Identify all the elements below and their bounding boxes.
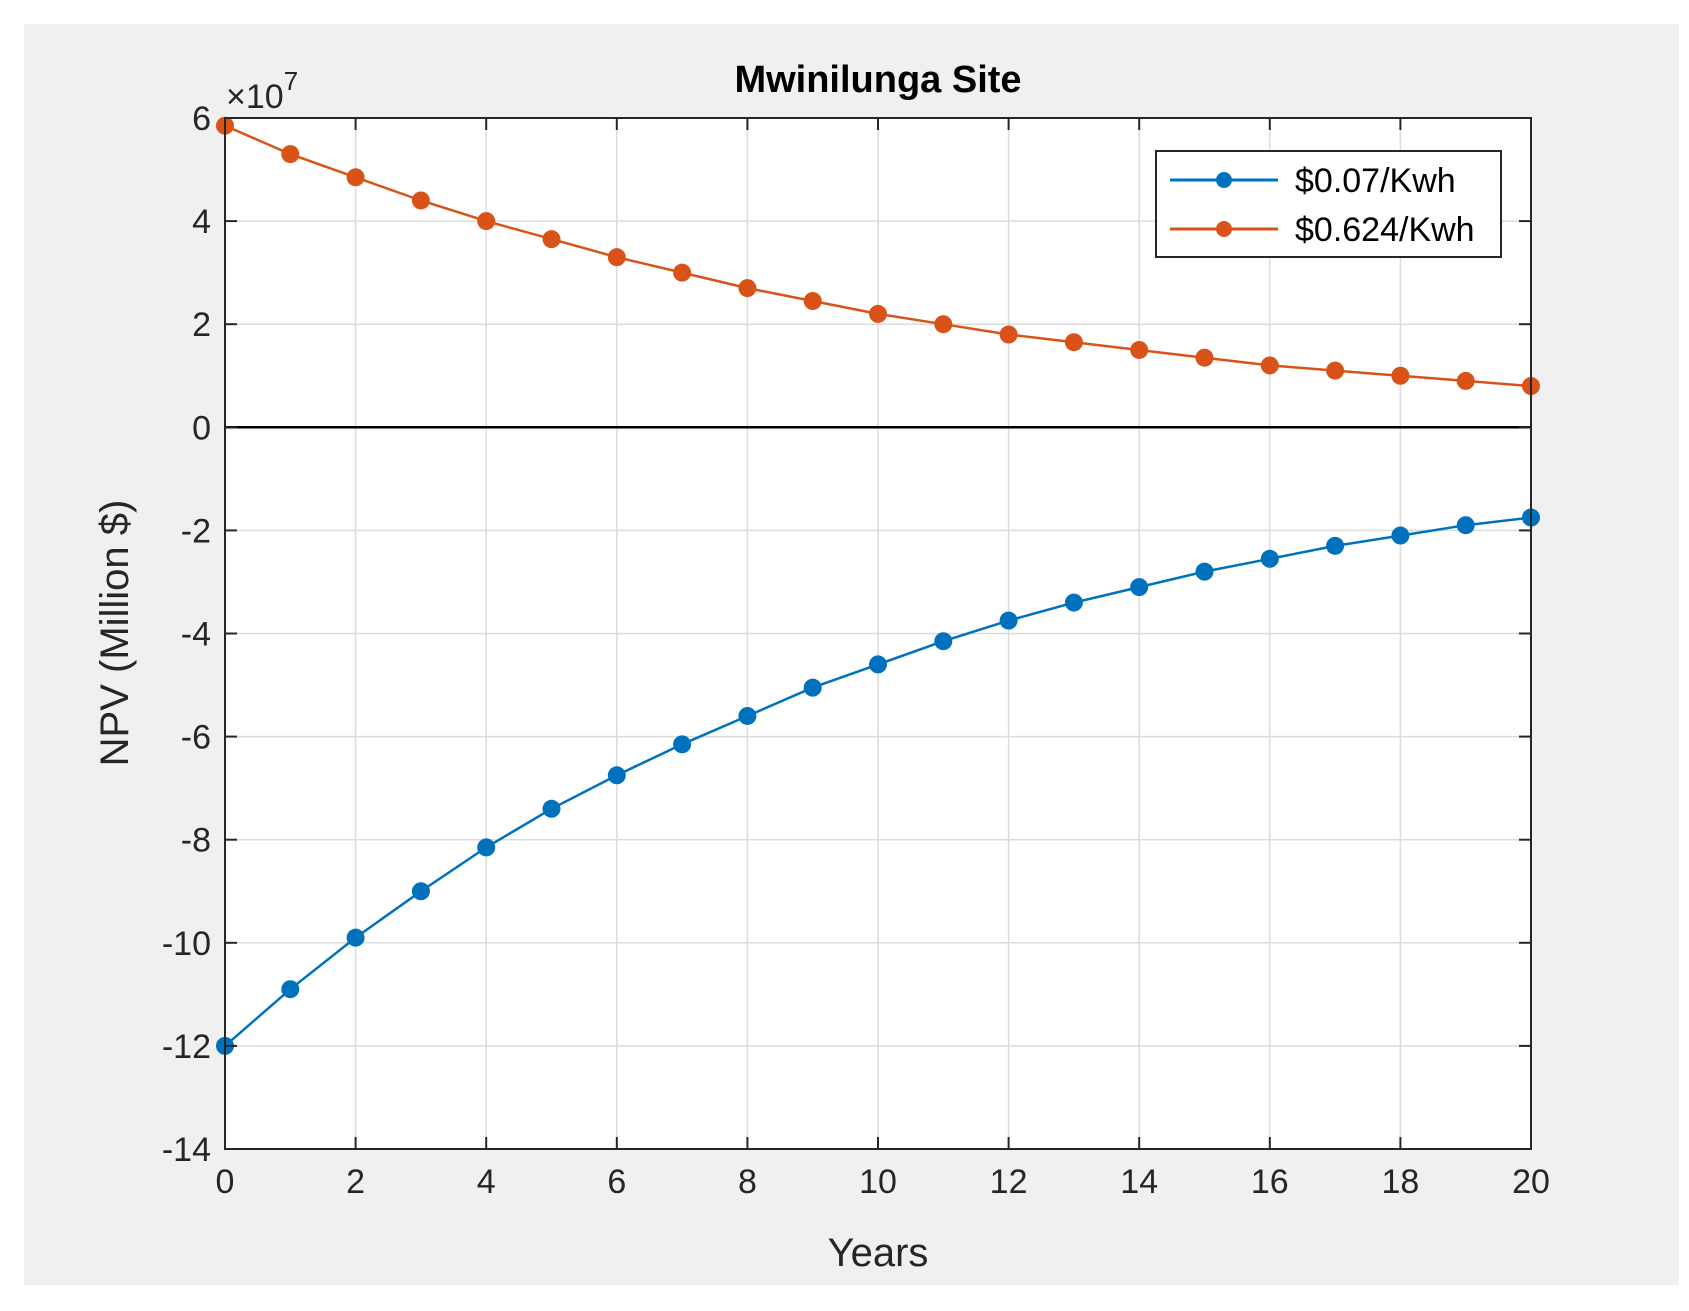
x-axis-label: Years [828, 1231, 929, 1275]
tick-labels: 0 2 4 6 8 10 12 14 16 18 20 -14 -12 -10 -8 -6 -4 -2 0 2 4 6 [162, 100, 1550, 1201]
data-point [477, 838, 496, 857]
series-2 [216, 116, 1540, 396]
data-point [1456, 371, 1475, 390]
data-point [999, 611, 1018, 630]
y-axis-exponent: ×107 [226, 66, 298, 116]
data-point [1130, 340, 1149, 359]
y-tick-label: 0 [192, 409, 211, 447]
chart-title: Mwinilunga Site [734, 59, 1021, 101]
data-point [738, 279, 757, 298]
exponent-power: 7 [284, 66, 298, 96]
data-point [346, 928, 365, 947]
data-point [542, 799, 561, 818]
data-point [999, 325, 1018, 344]
x-tick-label: 8 [738, 1163, 757, 1201]
y-tick-label: -6 [181, 719, 211, 757]
x-tick-label: 20 [1512, 1163, 1550, 1201]
data-point [411, 191, 430, 210]
y-tick-label: -14 [162, 1131, 211, 1169]
x-tick-label: 10 [859, 1163, 897, 1201]
data-point [411, 882, 430, 901]
data-point [607, 766, 626, 785]
data-point [607, 248, 626, 267]
data-point [1391, 366, 1410, 385]
data-point [281, 980, 300, 999]
y-tick-label: 6 [192, 100, 211, 138]
y-tick-label: -4 [181, 616, 211, 654]
data-point [1130, 578, 1149, 597]
data-point [934, 315, 953, 334]
data-point [1195, 348, 1214, 367]
x-tick-label: 14 [1120, 1163, 1158, 1201]
data-point [738, 706, 757, 725]
legend-box [1155, 150, 1502, 258]
data-point [803, 292, 822, 311]
data-point [1456, 516, 1475, 535]
data-point [673, 263, 692, 282]
data-point [673, 735, 692, 754]
data-point [1195, 562, 1214, 581]
y-tick-label: -12 [162, 1028, 211, 1066]
legend-label-series-2: $0.624/Kwh [1295, 211, 1475, 249]
exponent-base: ×10 [226, 78, 284, 116]
x-tick-label: 18 [1381, 1163, 1419, 1201]
data-point [1260, 549, 1279, 568]
data-point [869, 655, 887, 674]
y-tick-label: -10 [162, 925, 211, 963]
y-tick-label: -8 [181, 822, 211, 860]
y-tick-label: -2 [181, 512, 211, 550]
data-point [1064, 333, 1083, 352]
data-point [346, 168, 365, 187]
tick-marks [224, 117, 1532, 1150]
data-point [869, 304, 887, 323]
y-tick-label: 2 [192, 306, 211, 344]
x-tick-label: 2 [346, 1163, 365, 1201]
x-tick-label: 6 [607, 1163, 626, 1201]
y-axis-label: NPV (Million $) [93, 500, 137, 767]
legend-marker-series-1 [1216, 172, 1232, 188]
x-tick-label: 12 [990, 1163, 1028, 1201]
x-tick-label: 16 [1251, 1163, 1289, 1201]
data-point [934, 632, 953, 651]
data-point [1064, 593, 1083, 612]
legend-marker-series-2 [1216, 221, 1232, 237]
y-tick-label: 4 [192, 203, 211, 241]
data-point [1260, 356, 1279, 375]
data-point [1326, 361, 1345, 380]
legend: $0.07/Kwh $0.624/Kwh [1155, 150, 1502, 258]
data-point [542, 230, 561, 249]
data-point [281, 145, 300, 164]
data-point [477, 212, 496, 231]
data-point [803, 678, 822, 697]
x-tick-label: 4 [477, 1163, 496, 1201]
series-1 [216, 508, 1540, 1055]
legend-label-series-1: $0.07/Kwh [1295, 162, 1456, 200]
data-point [1326, 536, 1345, 555]
x-tick-label: 0 [216, 1163, 235, 1201]
series-group [216, 116, 1540, 1055]
data-point [1391, 526, 1410, 545]
